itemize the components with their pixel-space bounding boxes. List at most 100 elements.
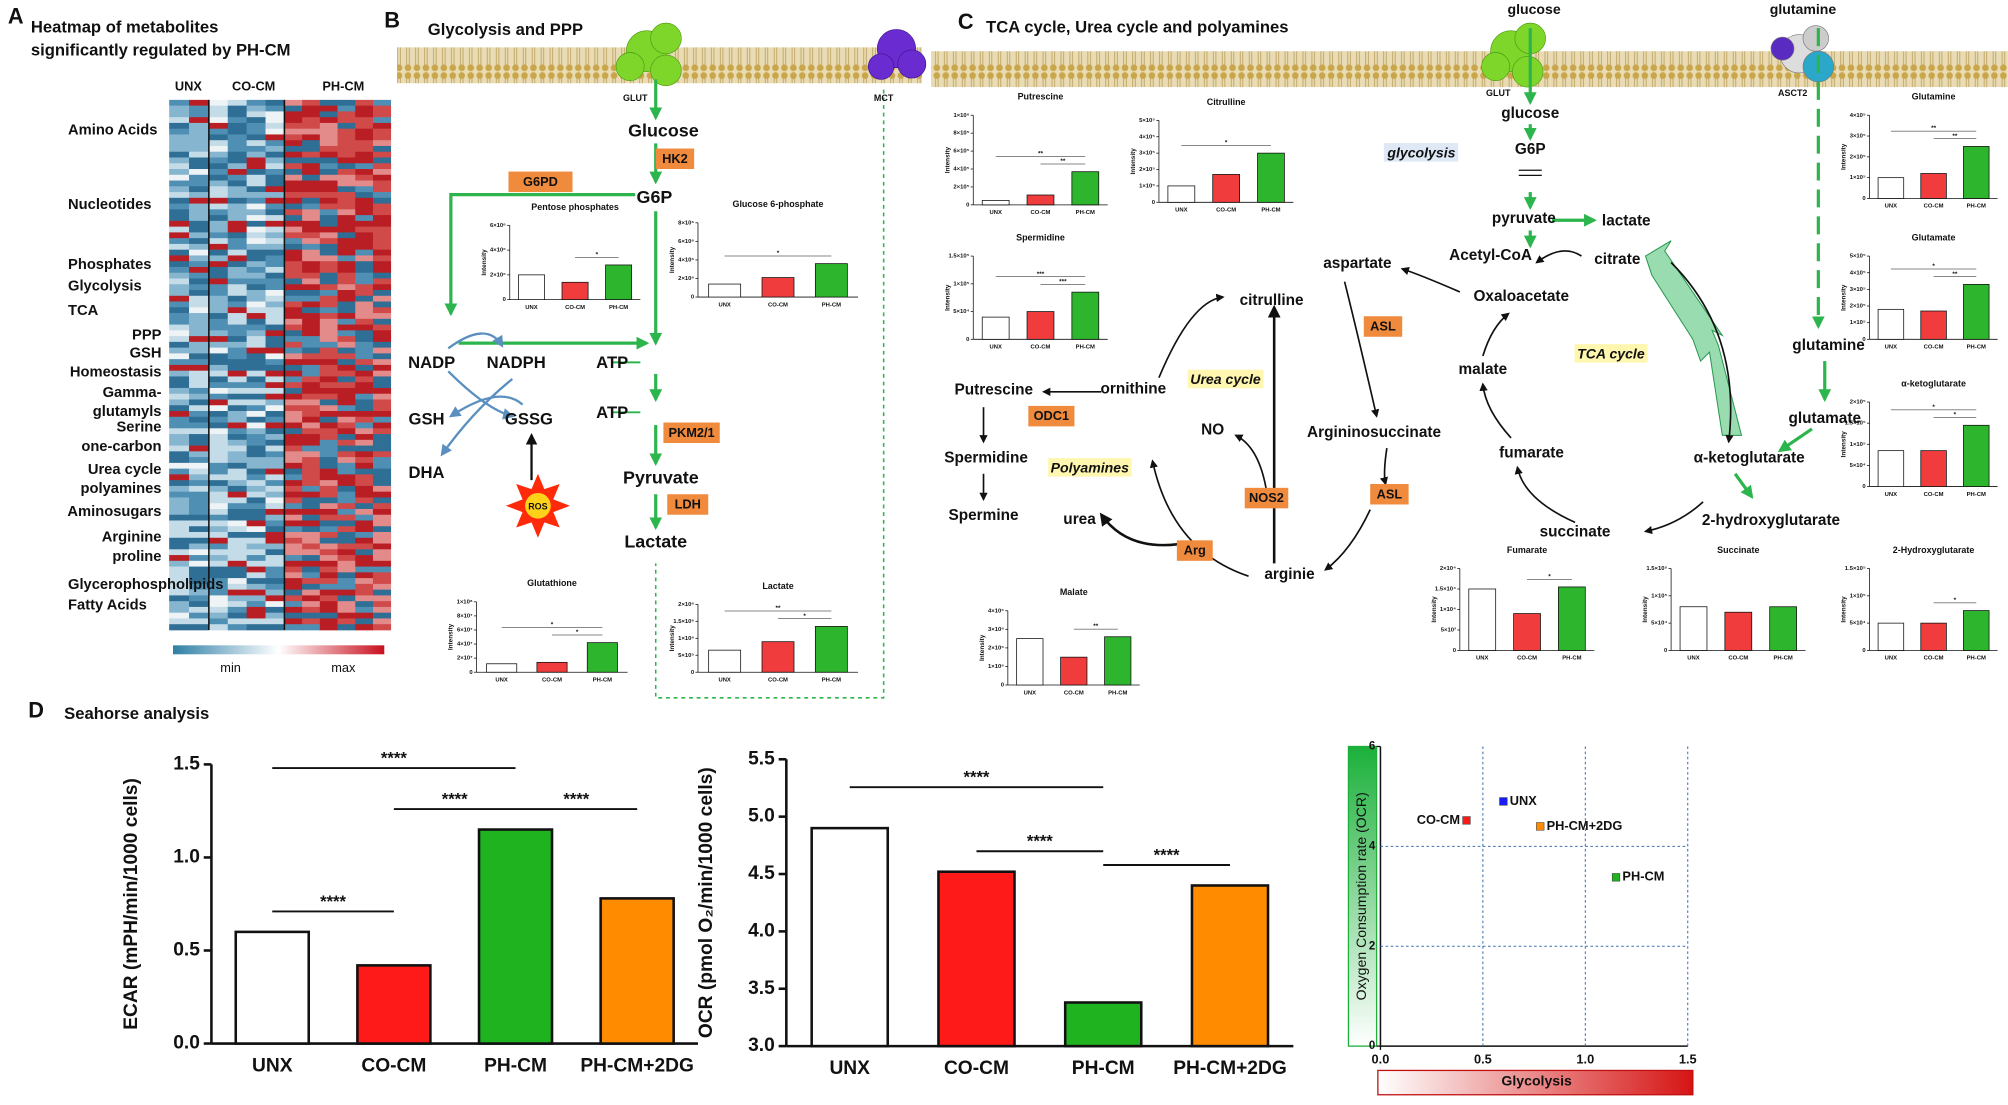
significance-label: **** [442, 789, 468, 808]
heatmap-cell [169, 434, 190, 441]
heatmap-cell [302, 497, 321, 504]
heatmap-cell [246, 606, 266, 614]
heatmap-cell [246, 255, 266, 262]
heatmap-cell [169, 341, 190, 349]
heatmap-cell [337, 157, 356, 164]
bar [937, 870, 1016, 1048]
heatmap-cell [189, 226, 210, 233]
heatmap-cell [265, 543, 285, 550]
heatmap-cell [227, 232, 248, 239]
significance-label: ** [776, 605, 781, 612]
heatmap-cell [319, 497, 338, 504]
heatmap-cell [227, 555, 248, 562]
heatmap-cell [169, 543, 190, 550]
heatmap-cell [208, 387, 229, 395]
y-tick-label: 3.0 [748, 1035, 775, 1056]
significance-label: **** [964, 768, 990, 787]
heatmap-cell [265, 526, 285, 533]
x-tick-label: PH-CM [1072, 1058, 1135, 1079]
heatmap-cell [227, 122, 248, 130]
heatmap-cell [302, 393, 321, 400]
heatmap-cell [284, 411, 303, 418]
chart-title: Fumarate [1507, 545, 1547, 555]
heatmap-cell [208, 122, 229, 130]
heatmap-cell [337, 249, 356, 256]
heatmap-cell [372, 583, 392, 591]
heatmap-cell [265, 560, 285, 567]
heatmap-cell [319, 180, 338, 187]
heatmap-cell [319, 434, 338, 441]
heatmap-cell [208, 186, 229, 193]
x-tick-label: PH-CM [1562, 656, 1581, 662]
heatmap-cell [284, 353, 303, 360]
heatmap-cell [372, 105, 392, 112]
heatmap-cell [265, 238, 285, 245]
heatmap-cell [302, 336, 321, 343]
heatmap-cell [265, 324, 285, 331]
heatmap-cell [284, 532, 303, 539]
heatmap-cell [319, 203, 338, 210]
heatmap-cell [208, 468, 229, 475]
heatmap-cell [284, 232, 303, 239]
heatmap-cell [302, 480, 321, 487]
heatmap-cell [302, 583, 321, 591]
heatmap-cell [337, 543, 356, 550]
heatmap-cell [302, 266, 321, 274]
heatmap-cell [189, 145, 210, 153]
heatmap-cell [372, 359, 392, 366]
heatmap-cell [169, 618, 190, 625]
heatmap-cell [319, 341, 338, 349]
enzyme-box [663, 422, 720, 444]
heatmap-cell [169, 266, 190, 274]
heatmap-cell [355, 583, 374, 591]
heatmap-cell [284, 140, 303, 147]
heatmap-cell [284, 555, 303, 562]
heatmap-cell [372, 595, 392, 602]
heatmap-cell [208, 341, 229, 349]
x-tick-label: PH-CM [822, 302, 841, 308]
heatmap-cell [355, 295, 374, 302]
point [1611, 873, 1621, 882]
heatmap-cell [189, 341, 210, 349]
heatmap-cell [284, 341, 303, 349]
heatmap-cell [265, 134, 285, 141]
heatmap-cell [355, 526, 374, 533]
heatmap-cell [372, 411, 392, 418]
heatmap-cell [208, 128, 229, 135]
row-label: Serine [116, 420, 161, 436]
heatmap-cell [302, 589, 321, 596]
heatmap-cell [189, 318, 210, 325]
heatmap-cell [302, 532, 321, 539]
x-tick-label: 0.5 [1474, 1052, 1492, 1067]
heatmap-cell [246, 416, 266, 423]
heatmap-cell [355, 163, 374, 170]
heatmap-cell [265, 537, 285, 544]
heatmap-cell [246, 434, 266, 441]
heatmap-cell [302, 169, 321, 176]
x-tick-label: PH-CM [1076, 345, 1095, 351]
metabolite-label: Lactate [624, 532, 687, 552]
glycolysis-gradient [1377, 1069, 1694, 1096]
heatmap-cell [169, 555, 190, 562]
x-tick-label: UNX [525, 305, 537, 311]
heatmap-cell [319, 284, 338, 291]
heatmap-cell [284, 566, 303, 573]
heatmap-cell [227, 105, 248, 112]
enzyme-box [1370, 483, 1409, 505]
heatmap-cell [208, 255, 229, 262]
heatmap-cell [265, 99, 285, 107]
heatmap-cell [302, 382, 321, 389]
heatmap-cell [246, 387, 266, 395]
heatmap-cell [319, 589, 338, 596]
heatmap-cell [227, 266, 248, 274]
heatmap-cell [372, 272, 392, 279]
heatmap-cell [337, 151, 356, 158]
heatmap-cell [189, 468, 210, 475]
heatmap-cell [284, 117, 303, 124]
heatmap-cell [265, 601, 285, 608]
chart-title: Glutathione [527, 578, 577, 588]
heatmap-cell [302, 313, 321, 320]
bar [810, 826, 890, 1048]
heatmap-cell [355, 514, 374, 521]
